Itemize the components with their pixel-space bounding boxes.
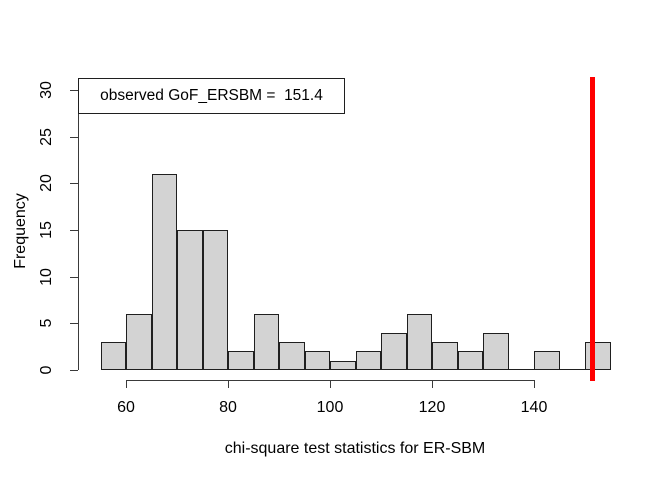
legend-text: observed GoF_ERSBM = 151.4 — [100, 87, 323, 104]
x-tick-label: 140 — [520, 399, 548, 416]
y-tick-label: 5 — [38, 318, 55, 328]
y-tick-label: 0 — [38, 365, 55, 375]
y-axis-title: Frequency — [12, 193, 29, 269]
histogram-bar — [483, 332, 509, 370]
x-tick-label: 100 — [316, 399, 344, 416]
histogram-bar — [304, 351, 330, 370]
y-tick-label: 15 — [38, 221, 55, 239]
x-tick-label: 60 — [117, 399, 135, 416]
histogram-bar — [279, 342, 305, 370]
y-tick — [70, 276, 78, 278]
histogram-bar — [457, 351, 483, 370]
histogram-bar — [202, 230, 228, 370]
histogram-bar — [534, 351, 560, 370]
y-tick — [70, 369, 78, 371]
histogram-bar — [432, 342, 458, 370]
histogram-bar — [585, 342, 611, 370]
legend-box: observed GoF_ERSBM = 151.4 — [78, 78, 345, 114]
histogram-bar — [253, 314, 279, 370]
histogram-bar — [100, 342, 126, 370]
x-tick — [329, 380, 331, 388]
y-tick — [70, 229, 78, 231]
histogram-bar — [381, 332, 407, 370]
x-tick — [533, 380, 535, 388]
y-tick — [70, 182, 78, 184]
y-tick-label: 20 — [38, 174, 55, 193]
x-axis-title: chi-square test statistics for ER-SBM — [224, 440, 486, 457]
histogram-baseline — [100, 369, 611, 370]
x-tick-label: 120 — [418, 399, 446, 416]
histogram-bar — [177, 230, 203, 370]
histogram-bar — [355, 351, 381, 370]
x-axis-line — [126, 380, 535, 381]
y-tick-label: 25 — [38, 127, 55, 146]
x-tick — [431, 380, 433, 388]
observed-value-line — [589, 77, 595, 381]
y-tick-label: 30 — [38, 81, 55, 99]
y-tick — [70, 322, 78, 324]
x-tick — [125, 380, 127, 388]
x-tick-label: 80 — [219, 399, 237, 416]
x-tick — [227, 380, 229, 388]
histogram-bar — [126, 314, 152, 370]
y-tick — [70, 89, 78, 91]
histogram-bar — [228, 351, 254, 370]
y-tick — [70, 136, 78, 138]
y-tick-label: 10 — [38, 267, 55, 286]
histogram-bar — [406, 314, 432, 370]
y-axis-line — [78, 89, 79, 370]
histogram-bar — [151, 174, 177, 370]
